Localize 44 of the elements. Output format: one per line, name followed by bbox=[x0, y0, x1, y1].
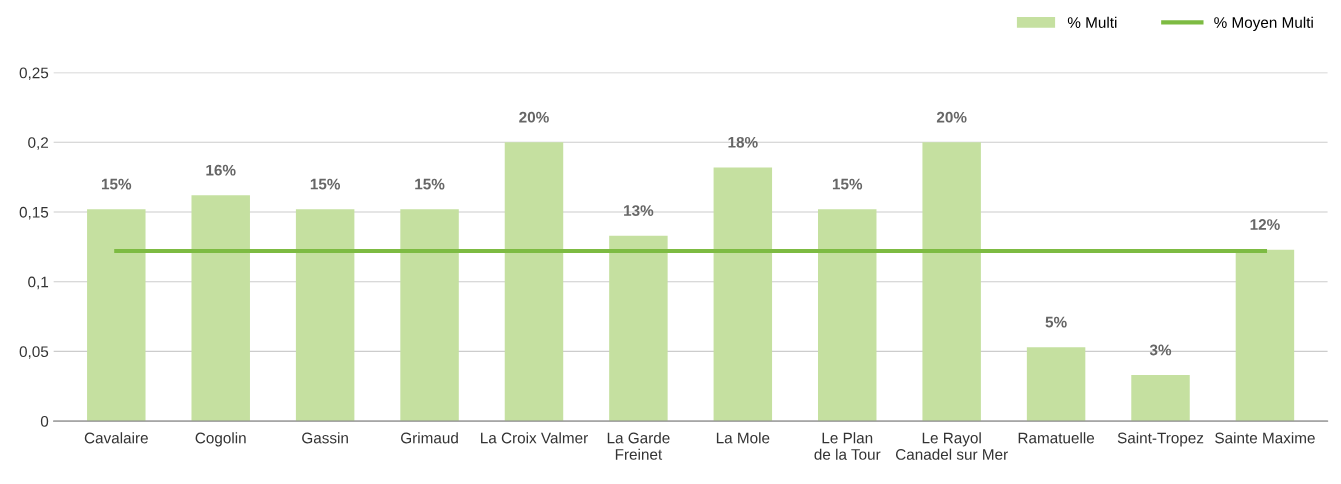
data-label: 16% bbox=[206, 164, 236, 176]
data-label: 20% bbox=[936, 111, 967, 123]
x-tick-label: La Garde Freinet bbox=[607, 432, 670, 460]
bar bbox=[400, 209, 459, 422]
data-label: 3% bbox=[1149, 344, 1172, 356]
bar bbox=[1235, 249, 1295, 422]
bar bbox=[818, 209, 877, 422]
bar bbox=[922, 142, 981, 422]
data-label: 13% bbox=[624, 205, 654, 217]
x-tick-label: La Croix Valmer bbox=[481, 432, 588, 444]
y-tick-label: 0,25 bbox=[19, 67, 49, 81]
bar bbox=[713, 167, 773, 422]
data-label: 20% bbox=[519, 111, 549, 123]
data-label: 12% bbox=[1250, 219, 1280, 230]
y-tick-label: 0,1 bbox=[28, 276, 49, 290]
bar bbox=[504, 142, 564, 422]
data-label: 15% bbox=[832, 178, 863, 190]
x-tick-label: Grimaud bbox=[401, 432, 458, 444]
bar bbox=[191, 195, 250, 422]
data-label: 18% bbox=[728, 136, 758, 148]
x-tick-label: Sainte Maxime bbox=[1215, 432, 1315, 444]
legend-label: % Moyen Multi bbox=[1214, 16, 1313, 31]
bar bbox=[295, 209, 355, 422]
data-label: 15% bbox=[101, 178, 132, 190]
bar bbox=[1026, 347, 1086, 422]
x-tick-label: Cogolin bbox=[195, 432, 246, 447]
x-tick-label: Gassin bbox=[302, 432, 348, 444]
x-tick-label: La Mole bbox=[716, 432, 770, 444]
x-tick-label: Saint-Tropez bbox=[1117, 432, 1204, 447]
bar bbox=[87, 209, 146, 422]
y-tick-label: 0,15 bbox=[19, 206, 49, 220]
y-tick-label: 0 bbox=[40, 415, 49, 427]
bar bbox=[609, 235, 668, 422]
bar bbox=[1131, 375, 1190, 422]
data-label: 15% bbox=[310, 178, 341, 190]
y-tick-label: 0,05 bbox=[19, 346, 49, 359]
x-tick-label: Le Plan de la Tour bbox=[814, 432, 881, 460]
y-tick-label: 0,2 bbox=[28, 137, 49, 150]
x-tick-label: Ramatuelle bbox=[1018, 432, 1095, 444]
data-label: 5% bbox=[1045, 316, 1067, 328]
x-tick-label: Cavalaire bbox=[84, 432, 148, 444]
data-label: 15% bbox=[415, 178, 445, 190]
x-tick-label: Le Rayol Canadel sur Mer bbox=[895, 432, 1008, 460]
legend-label: % Multi bbox=[1067, 16, 1117, 28]
